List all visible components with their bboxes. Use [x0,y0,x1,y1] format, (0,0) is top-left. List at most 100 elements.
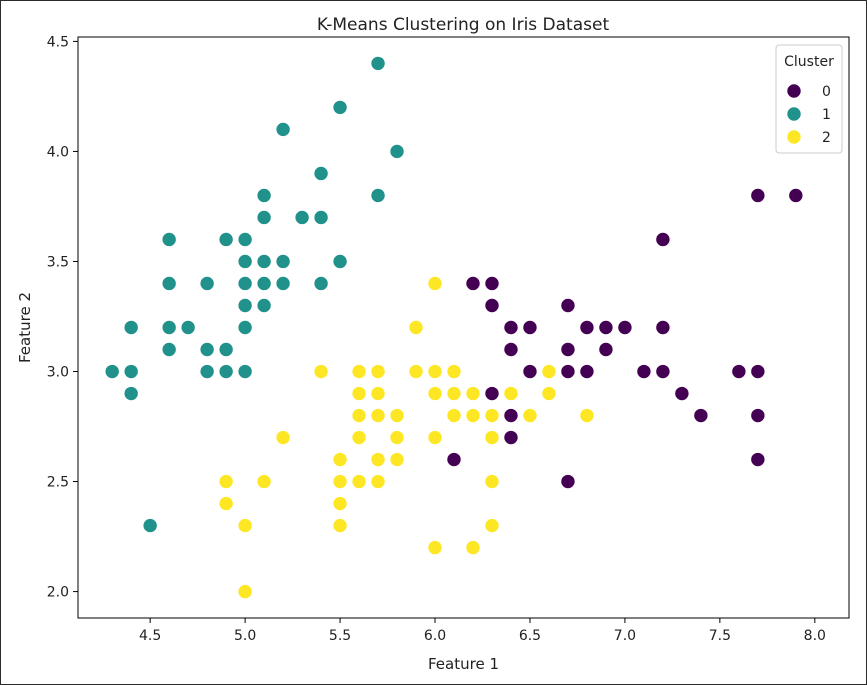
x-tick-label: 8.0 [804,628,826,644]
point-cluster-2-43 [541,363,557,380]
points-layer [104,55,804,600]
point-cluster-0-31 [788,187,804,204]
point-cluster-2-6 [313,363,329,380]
point-cluster-0-26 [731,363,747,380]
legend-label-2: 2 [822,130,831,146]
point-cluster-2-27 [427,363,443,380]
point-cluster-2-17 [370,385,386,402]
point-cluster-2-42 [522,407,538,424]
point-cluster-1-38 [389,143,405,160]
point-cluster-2-19 [370,451,386,468]
point-cluster-2-38 [484,429,500,446]
point-cluster-1-31 [313,165,329,182]
point-cluster-2-28 [427,385,443,402]
point-cluster-0-21 [655,231,671,248]
point-cluster-1-18 [237,275,253,292]
legend-label-1: 1 [822,107,831,123]
point-cluster-0-25 [693,407,709,424]
point-cluster-0-20 [636,363,652,380]
point-cluster-0-24 [674,385,690,402]
point-cluster-0-19 [617,319,633,336]
point-cluster-1-21 [237,363,253,380]
point-cluster-0-0 [465,275,481,292]
point-cluster-1-19 [237,297,253,314]
point-cluster-1-5 [161,231,177,248]
legend-marker-0 [786,83,802,99]
x-axis-label: Feature 1 [428,655,499,673]
point-cluster-2-36 [465,539,481,556]
point-cluster-2-40 [484,517,500,534]
point-cluster-1-30 [294,209,310,226]
point-cluster-1-26 [256,297,272,314]
point-cluster-1-3 [123,385,139,402]
point-cluster-0-30 [750,451,766,468]
point-cluster-2-10 [332,517,348,534]
point-cluster-2-26 [427,275,443,292]
legend-box [775,44,843,154]
point-cluster-2-44 [541,385,557,402]
point-cluster-2-13 [351,407,367,424]
y-tick-label: 4.5 [47,34,69,50]
point-cluster-1-32 [313,209,329,226]
point-cluster-2-25 [408,363,424,380]
point-cluster-1-12 [199,363,215,380]
point-cluster-2-37 [484,407,500,424]
point-cluster-2-23 [389,451,405,468]
y-tick-label: 2.0 [47,585,69,601]
point-cluster-2-0 [218,473,234,490]
y-tick-label: 3.5 [47,254,69,270]
plot-area [77,36,850,619]
x-tick-label: 6.0 [424,628,446,644]
point-cluster-0-9 [503,429,519,446]
point-cluster-0-4 [522,319,538,336]
point-cluster-1-25 [256,275,272,292]
point-cluster-0-17 [598,319,614,336]
point-cluster-0-27 [750,187,766,204]
point-cluster-1-27 [275,121,291,138]
point-cluster-2-2 [237,517,253,534]
x-axis: 4.5 5.0 5.5 6.0 6.5 7.0 7.5 8.0 [139,618,826,644]
point-cluster-1-33 [313,275,329,292]
point-cluster-2-39 [484,473,500,490]
legend: Cluster 0 1 2 [775,44,843,154]
point-cluster-0-29 [750,407,766,424]
point-cluster-2-3 [237,583,253,600]
point-cluster-0-8 [503,407,519,424]
point-cluster-1-37 [370,187,386,204]
y-axis-label: Feature 2 [16,292,34,363]
point-cluster-1-15 [218,363,234,380]
legend-title: Cluster [784,54,834,70]
point-cluster-2-33 [446,407,462,424]
point-cluster-0-23 [655,363,671,380]
point-cluster-2-14 [351,429,367,446]
point-cluster-2-29 [427,429,443,446]
point-cluster-2-15 [351,473,367,490]
point-cluster-2-4 [256,473,272,490]
legend-label-0: 0 [822,84,831,100]
point-cluster-2-21 [389,407,405,424]
point-cluster-1-22 [256,187,272,204]
point-cluster-2-7 [332,451,348,468]
y-tick-label: 4.0 [47,144,69,160]
point-cluster-0-28 [750,363,766,380]
x-tick-label: 6.5 [519,628,541,644]
point-cluster-2-12 [351,385,367,402]
point-cluster-2-16 [370,363,386,380]
point-cluster-2-24 [408,319,424,336]
x-tick-label: 5.0 [234,628,256,644]
point-cluster-2-35 [465,407,481,424]
point-cluster-2-30 [427,539,443,556]
point-cluster-0-5 [503,341,519,358]
point-cluster-2-45 [579,407,595,424]
point-cluster-1-1 [123,319,139,336]
point-cluster-0-7 [484,385,500,402]
point-cluster-2-20 [370,473,386,490]
legend-marker-2 [786,129,802,145]
point-cluster-2-22 [389,429,405,446]
point-cluster-2-32 [446,385,462,402]
point-cluster-0-22 [655,319,671,336]
point-cluster-1-34 [332,99,348,116]
point-cluster-2-1 [218,495,234,512]
